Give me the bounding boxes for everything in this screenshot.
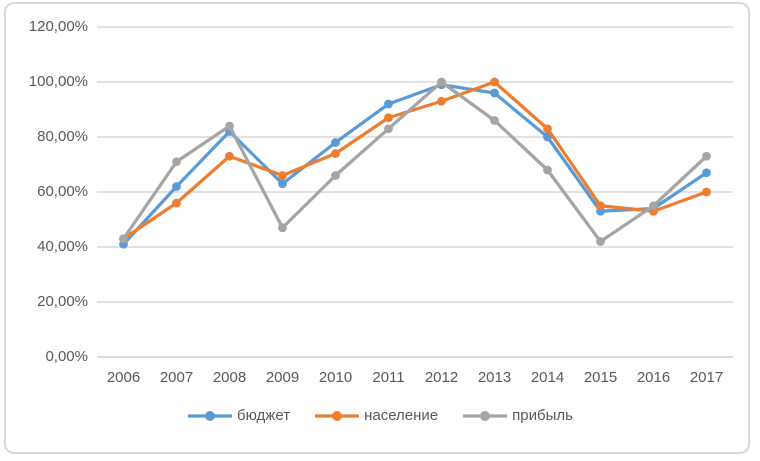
x-axis-tick-label: 2017 xyxy=(689,369,724,386)
y-axis-tick-label: 100,00% xyxy=(28,73,88,90)
x-axis-tick-label: 2006 xyxy=(106,369,141,386)
legend-marker-icon xyxy=(315,410,360,421)
data-point-profit-2014[interactable] xyxy=(543,165,552,175)
x-axis-tick-label: 2013 xyxy=(477,369,512,386)
data-point-population-2017[interactable] xyxy=(702,187,711,197)
data-point-population-2015[interactable] xyxy=(596,201,605,211)
data-point-profit-2009[interactable] xyxy=(278,223,287,233)
data-point-profit-2016[interactable] xyxy=(649,201,658,211)
y-axis-tick-label: 120,00% xyxy=(28,18,88,35)
legend-marker-icon xyxy=(188,410,233,421)
data-point-budget-2009[interactable] xyxy=(278,179,287,189)
x-axis-tick-label: 2010 xyxy=(318,369,353,386)
x-axis-tick-label: 2016 xyxy=(636,369,671,386)
series-line-budget[interactable] xyxy=(121,83,709,246)
x-axis-tick-label: 2009 xyxy=(265,369,300,386)
data-point-population-2008[interactable] xyxy=(225,151,234,161)
data-point-population-2009[interactable] xyxy=(278,171,287,180)
data-point-budget-2010[interactable] xyxy=(331,138,340,147)
y-axis-tick-label: 0,00% xyxy=(45,348,88,365)
data-point-profit-2007[interactable] xyxy=(172,157,181,167)
data-point-population-2012[interactable] xyxy=(437,96,446,106)
data-point-profit-2008[interactable] xyxy=(225,121,234,131)
series-line-profit[interactable] xyxy=(121,80,709,244)
data-point-profit-2006[interactable] xyxy=(119,234,128,244)
legend: бюджет население прибыль xyxy=(0,407,760,424)
y-axis-tick-label: 60,00% xyxy=(37,183,88,200)
legend-label: бюджет xyxy=(237,407,291,424)
data-point-profit-2017[interactable] xyxy=(702,151,711,161)
data-point-budget-2007[interactable] xyxy=(172,182,181,191)
series-line-population[interactable] xyxy=(121,80,709,241)
legend-item-profit[interactable]: прибыль xyxy=(462,407,573,424)
x-axis-tick-label: 2015 xyxy=(583,369,618,386)
data-point-budget-2017[interactable] xyxy=(702,168,711,178)
x-axis-tick-label: 2008 xyxy=(212,369,247,386)
y-axis-tick-label: 40,00% xyxy=(37,238,88,255)
y-axis-tick-label: 20,00% xyxy=(37,293,88,310)
data-point-profit-2013[interactable] xyxy=(490,116,499,125)
data-point-profit-2015[interactable] xyxy=(596,237,605,246)
legend-label: прибыль xyxy=(512,407,573,424)
data-point-population-2013[interactable] xyxy=(490,77,499,87)
data-point-population-2011[interactable] xyxy=(384,113,393,123)
chart-border xyxy=(4,2,750,454)
legend-marker-icon xyxy=(463,410,508,421)
data-point-population-2010[interactable] xyxy=(331,149,340,158)
y-axis-tick-label: 80,00% xyxy=(37,128,88,145)
data-point-budget-2011[interactable] xyxy=(384,99,393,109)
legend-item-population[interactable]: население xyxy=(314,407,438,424)
legend-label: население xyxy=(364,407,439,424)
data-point-budget-2013[interactable] xyxy=(490,88,499,98)
x-axis-tick-label: 2007 xyxy=(159,369,194,386)
data-point-profit-2010[interactable] xyxy=(331,171,340,180)
legend-item-budget[interactable]: бюджет xyxy=(187,407,290,424)
data-point-population-2014[interactable] xyxy=(543,124,552,134)
x-axis-tick-label: 2012 xyxy=(424,369,459,386)
x-axis-tick-label: 2014 xyxy=(530,369,565,386)
data-point-profit-2011[interactable] xyxy=(384,124,393,134)
data-point-population-2007[interactable] xyxy=(172,198,181,208)
x-axis-tick-label: 2011 xyxy=(372,369,405,386)
data-point-profit-2012[interactable] xyxy=(437,77,446,87)
